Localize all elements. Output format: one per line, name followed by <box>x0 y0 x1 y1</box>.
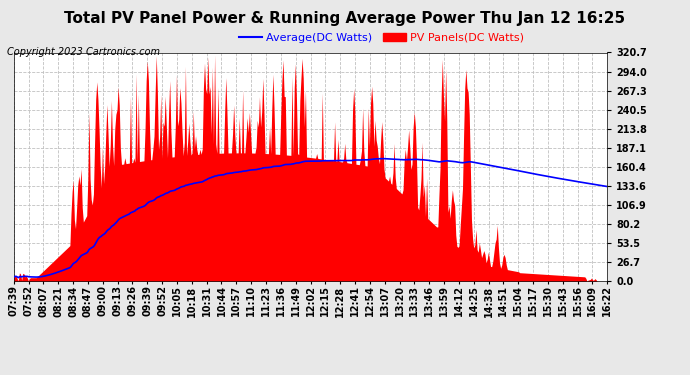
Text: Total PV Panel Power & Running Average Power Thu Jan 12 16:25: Total PV Panel Power & Running Average P… <box>64 11 626 26</box>
Text: Copyright 2023 Cartronics.com: Copyright 2023 Cartronics.com <box>7 47 160 57</box>
Legend: Average(DC Watts), PV Panels(DC Watts): Average(DC Watts), PV Panels(DC Watts) <box>235 28 529 47</box>
